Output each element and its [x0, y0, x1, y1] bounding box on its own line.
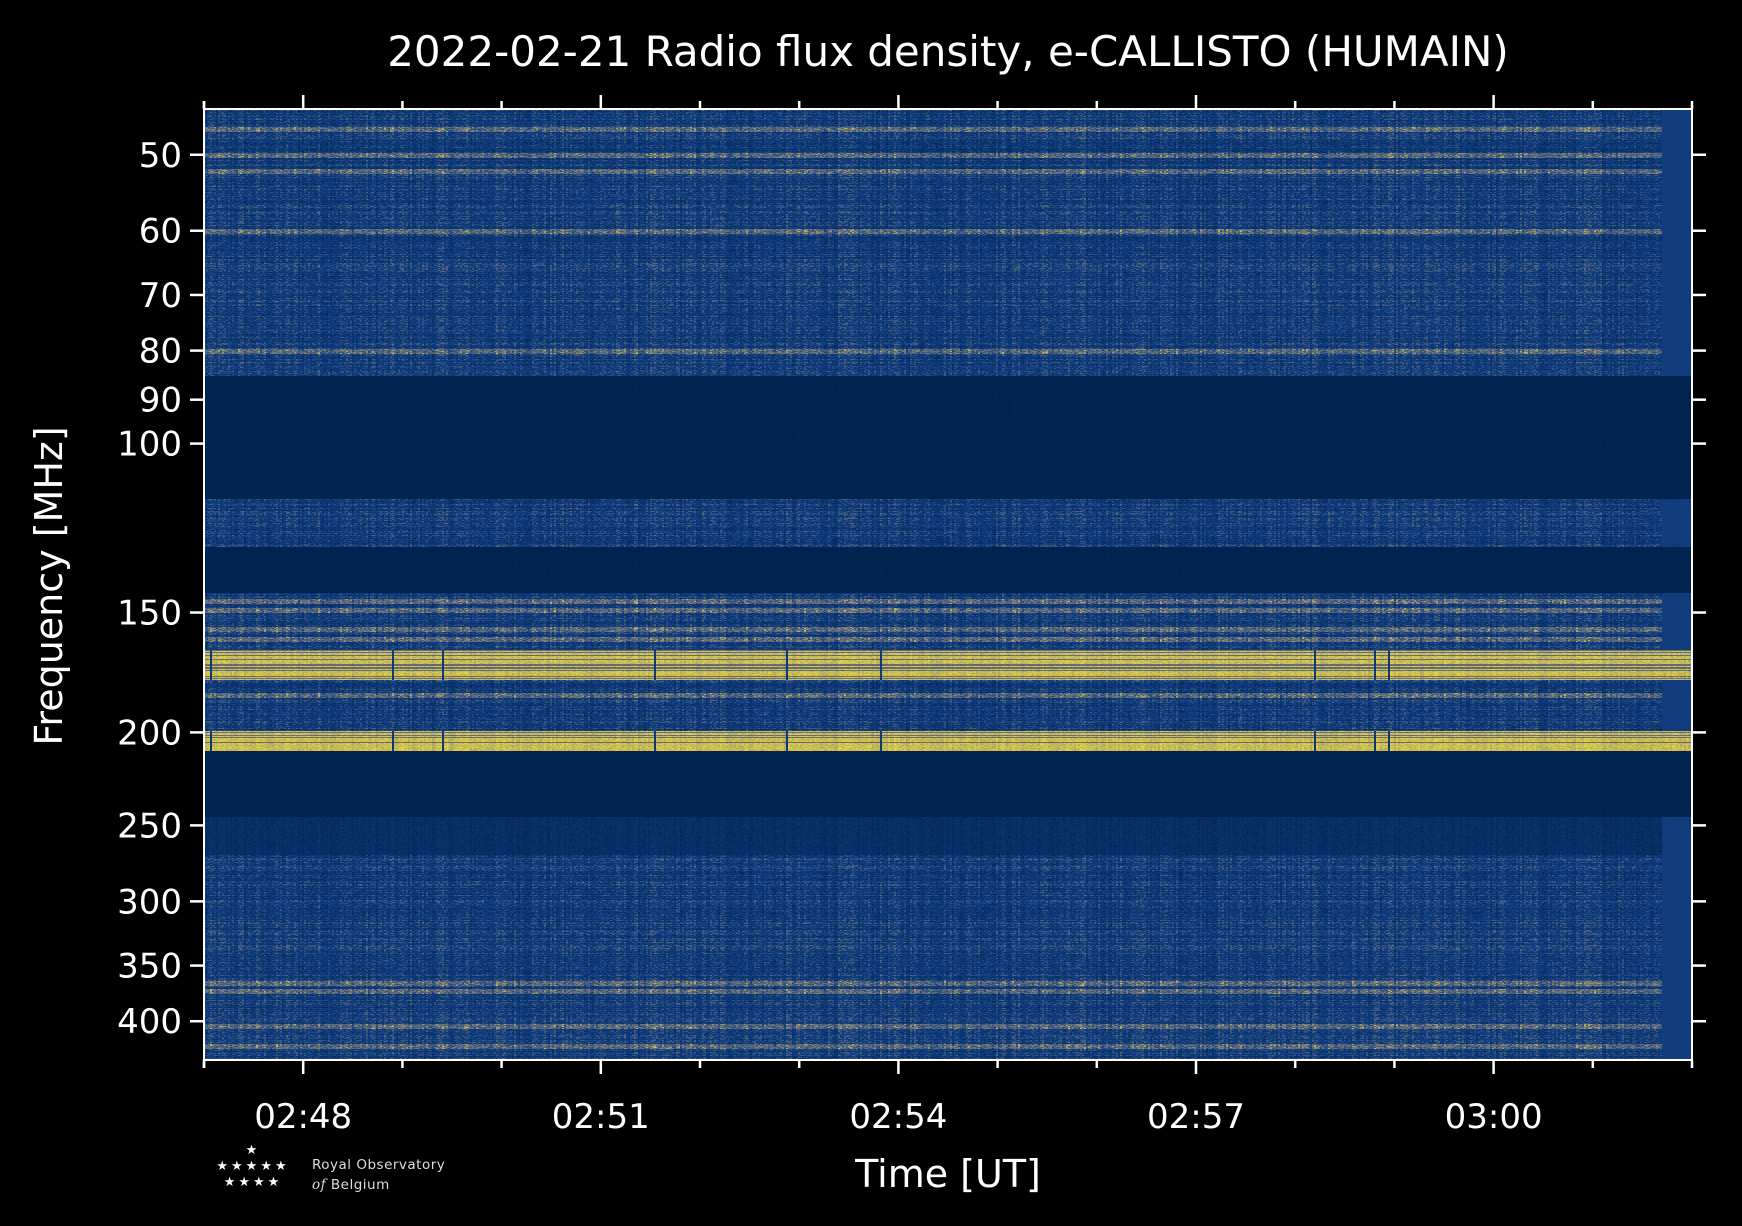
y-tick-label: 80 — [139, 332, 182, 372]
chart-title: 2022-02-21 Radio flux density, e-CALLIST… — [387, 27, 1509, 76]
y-tick-label: 60 — [139, 212, 182, 252]
royal-observatory-logo: ★ ★★★★★ ★★★★ Royal Observatory of Belgium — [208, 1143, 478, 1203]
y-tick-label: 350 — [117, 947, 182, 987]
x-tick-label: 02:51 — [552, 1097, 650, 1137]
y-tick-label: 300 — [117, 882, 182, 922]
y-tick-label: 250 — [117, 806, 182, 846]
logo-line1: Royal Observatory — [312, 1157, 446, 1173]
y-axis-label: Frequency [MHz] — [27, 426, 71, 745]
x-tick-label: 02:57 — [1147, 1097, 1245, 1137]
plot-frame — [203, 108, 1693, 1061]
y-tick-label: 90 — [139, 381, 182, 421]
y-tick-label: 150 — [117, 594, 182, 634]
logo-prefix: of — [312, 1177, 327, 1193]
y-tick-label: 100 — [117, 425, 182, 465]
x-tick-label: 02:48 — [254, 1097, 352, 1137]
y-tick-label: 400 — [117, 1002, 182, 1042]
x-axis-label: Time [UT] — [854, 1152, 1041, 1196]
x-tick-label: 03:00 — [1445, 1097, 1543, 1137]
logo-line2: Belgium — [330, 1177, 390, 1193]
logo-text: Royal Observatory of Belgium — [312, 1155, 445, 1195]
y-tick-label: 70 — [139, 276, 182, 316]
stars-emblem-icon: ★ ★★★★★ ★★★★ — [216, 1143, 290, 1190]
y-tick-label: 50 — [139, 136, 182, 176]
y-tick-label: 200 — [117, 713, 182, 753]
x-tick-label: 02:54 — [849, 1097, 947, 1137]
spectrogram-heatmap — [204, 109, 1692, 1060]
